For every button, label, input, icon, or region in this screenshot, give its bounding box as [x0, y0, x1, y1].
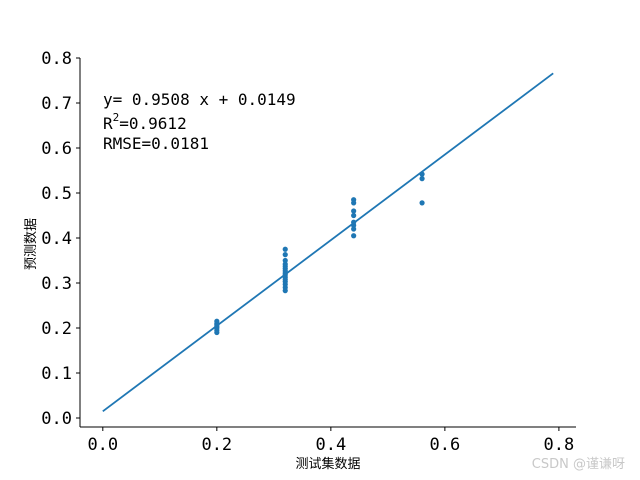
- y-tick-label: 0.5: [41, 184, 72, 204]
- data-point: [282, 261, 288, 267]
- y-tick-label: 0.2: [41, 319, 72, 339]
- data-point: [282, 246, 288, 252]
- data-point: [351, 226, 357, 232]
- y-tick-label: 0.4: [41, 229, 72, 249]
- data-point: [214, 318, 220, 324]
- x-tick-label: 0.6: [430, 435, 461, 455]
- x-tick-label: 0.2: [201, 435, 232, 455]
- fit-line: [102, 72, 554, 413]
- x-tick-label: 0.0: [87, 435, 118, 455]
- r-squared-base: R: [103, 114, 113, 133]
- rmse: RMSE=0.0181: [103, 134, 209, 153]
- r-squared-sup: 2: [113, 111, 120, 124]
- y-axis-label: 预测数据: [24, 218, 39, 270]
- r-squared-value: =0.9612: [119, 114, 186, 133]
- data-point: [282, 257, 288, 264]
- data-point: [419, 176, 425, 182]
- data-point: [419, 200, 425, 206]
- y-tick-label: 0.6: [41, 139, 72, 159]
- data-point: [351, 233, 357, 239]
- y-tick-label: 0.3: [41, 274, 72, 294]
- axes-spines: [79, 58, 576, 428]
- data-point: [351, 219, 357, 225]
- watermark: CSDN @谨谦呀: [532, 457, 625, 472]
- data-point: [351, 208, 357, 214]
- data-point: [351, 197, 357, 203]
- x-axis-ticks: 0.0 0.2 0.4 0.6 0.8: [87, 427, 574, 455]
- r-squared: R2=0.9612: [103, 111, 187, 133]
- data-point: [419, 171, 425, 177]
- fit-equation: y= 0.9508 x + 0.0149: [103, 90, 296, 109]
- y-tick-label: 0.0: [41, 409, 72, 429]
- data-point: [351, 212, 357, 219]
- x-axis-label: 测试集数据: [295, 456, 360, 472]
- fit-line-group: [102, 72, 554, 413]
- x-tick-label: 0.8: [544, 435, 575, 455]
- data-point: [282, 252, 288, 258]
- y-tick-label: 0.1: [41, 364, 72, 384]
- y-tick-label: 0.8: [41, 49, 72, 69]
- x-tick-label: 0.4: [315, 435, 346, 455]
- y-tick-label: 0.7: [41, 94, 72, 114]
- data-points: [214, 171, 425, 336]
- y-axis-ticks: 0.0 0.1 0.2 0.3 0.4 0.5 0.6 0.7 0.8: [41, 49, 80, 429]
